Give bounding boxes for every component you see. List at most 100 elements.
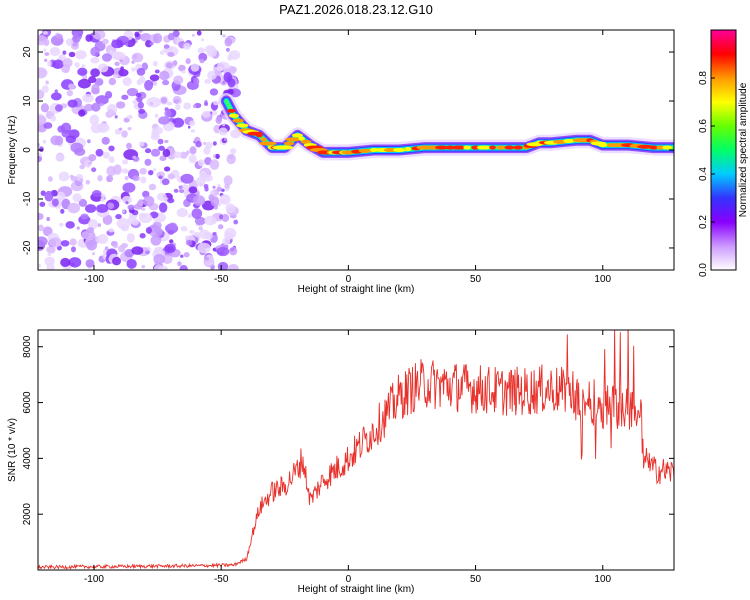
noise-speckle: [209, 190, 215, 195]
noise-speckle: [230, 148, 237, 155]
noise-speckle: [160, 97, 168, 104]
noise-speckle: [136, 67, 146, 76]
ridge-hotspot: [300, 139, 312, 144]
ridge-hotspot: [232, 118, 244, 123]
noise-speckle: [161, 178, 170, 186]
noise-speckle: [104, 246, 109, 251]
noise-speckle: [149, 74, 160, 82]
noise-speckle: [167, 32, 175, 41]
spectrogram-y-tick-label: 20: [22, 46, 33, 58]
noise-speckle: [121, 195, 133, 205]
noise-speckle: [209, 88, 219, 96]
spectrogram-y-tick-label: 0: [22, 147, 33, 153]
noise-speckle: [225, 203, 236, 213]
noise-speckle: [127, 127, 132, 131]
ridge-hotspot: [358, 148, 372, 153]
noise-speckle: [193, 231, 200, 237]
noise-speckle: [163, 166, 171, 172]
ridge-hotspot: [236, 123, 249, 128]
noise-speckle: [38, 115, 47, 125]
noise-speckle: [141, 62, 149, 71]
ridge-hotspot: [260, 137, 267, 142]
noise-speckle: [54, 89, 58, 93]
noise-speckle: [88, 154, 97, 162]
noise-speckle: [116, 218, 131, 230]
colorbar-label: Normalized spectral amplitude: [738, 82, 749, 217]
noise-speckle: [223, 137, 228, 141]
noise-speckle: [215, 116, 223, 125]
noise-speckle: [68, 257, 82, 268]
noise-speckle: [52, 59, 64, 70]
noise-speckle: [62, 58, 73, 68]
noise-speckle: [132, 155, 137, 160]
noise-speckle: [94, 78, 104, 86]
noise-speckle: [97, 175, 103, 182]
noise-speckle: [216, 186, 222, 192]
snr-frame: [37, 329, 675, 571]
noise-speckle: [150, 235, 162, 246]
noise-speckle: [201, 110, 211, 118]
noise-speckle: [115, 101, 126, 109]
noise-speckle: [204, 186, 209, 192]
noise-speckle: [205, 141, 213, 149]
noise-speckle: [121, 94, 129, 100]
noise-speckle: [178, 64, 186, 72]
noise-speckle: [60, 122, 72, 134]
spectrogram-y-tick-label: -10: [22, 191, 33, 206]
noise-speckle: [105, 91, 113, 99]
noise-speckle: [149, 42, 154, 46]
noise-speckle: [152, 33, 163, 44]
noise-speckle: [55, 154, 65, 162]
colorbar-tick-label: 0.8: [698, 71, 709, 85]
noise-speckle: [122, 182, 136, 193]
noise-speckle: [100, 197, 105, 203]
noise-speckle: [219, 194, 231, 205]
noise-speckle: [43, 122, 53, 129]
noise-speckle: [113, 244, 119, 249]
noise-speckle: [207, 70, 217, 80]
noise-speckle: [172, 95, 182, 104]
noise-speckle: [131, 60, 135, 64]
noise-speckle: [108, 228, 115, 233]
noise-speckle: [72, 193, 82, 203]
noise-speckle: [86, 239, 98, 251]
noise-speckle: [228, 66, 237, 74]
noise-speckle: [91, 102, 101, 112]
noise-speckle: [72, 34, 81, 43]
noise-speckle: [195, 176, 206, 187]
noise-speckle: [45, 80, 49, 85]
noise-speckle: [180, 225, 188, 232]
noise-speckle: [44, 58, 48, 63]
noise-speckle: [212, 185, 216, 189]
noise-speckle: [69, 238, 77, 246]
noise-speckle: [138, 75, 146, 84]
noise-speckle: [39, 146, 44, 153]
noise-speckle: [87, 139, 91, 144]
ridge-hotspot: [476, 145, 492, 150]
noise-speckle: [51, 198, 59, 207]
noise-speckle: [216, 66, 224, 72]
spectrogram-x-tick-label: 50: [470, 274, 482, 285]
noise-speckle: [135, 92, 142, 98]
noise-speckle: [42, 226, 53, 237]
noise-speckle: [206, 46, 217, 58]
noise-speckle: [115, 214, 122, 220]
noise-speckle: [183, 42, 191, 50]
ridge-hotspot: [598, 143, 608, 148]
noise-speckle: [212, 141, 217, 146]
noise-speckle: [159, 50, 165, 55]
noise-speckle: [153, 253, 166, 265]
noise-speckle: [203, 141, 207, 145]
colorbar-tick-label: 0.4: [698, 167, 709, 181]
noise-speckle: [191, 33, 195, 37]
noise-speckle: [99, 102, 104, 107]
noise-speckle: [38, 212, 44, 221]
noise-speckle: [136, 96, 143, 103]
noise-speckle: [139, 232, 146, 239]
snr-y-tick-label: 8000: [22, 335, 33, 358]
noise-speckle: [188, 154, 197, 164]
noise-speckle: [118, 69, 129, 77]
noise-speckle: [69, 174, 75, 179]
noise-speckle: [204, 215, 217, 226]
noise-speckle: [47, 176, 53, 182]
